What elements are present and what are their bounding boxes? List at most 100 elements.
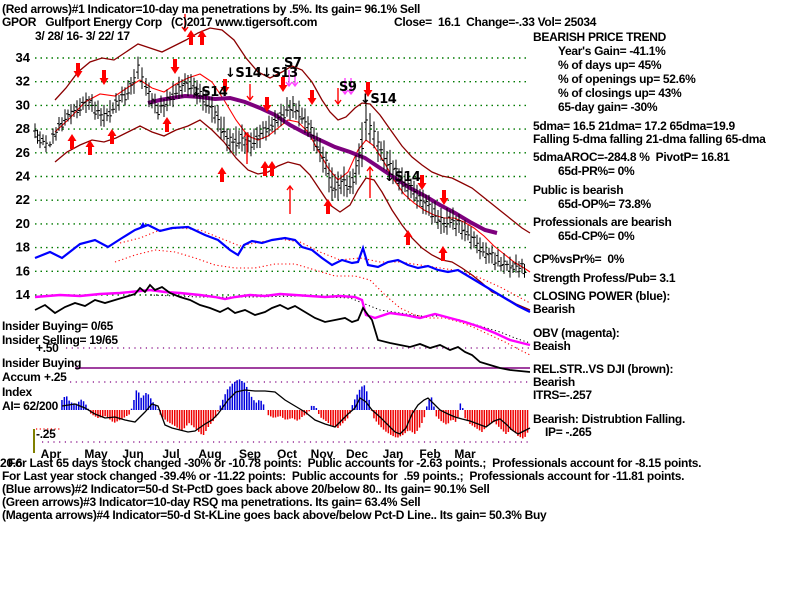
- lower-band: [54, 119, 531, 311]
- signal-annotation: S9: [339, 80, 357, 95]
- price-bars: [33, 56, 527, 278]
- red-up-arrow: [162, 117, 172, 132]
- red-down-arrow: [278, 77, 288, 92]
- obv-ma-dotted: [149, 294, 531, 344]
- rel-str-line: [34, 283, 531, 373]
- itrs-value: ITRS=-.257: [533, 388, 592, 402]
- date-range: 3/ 28/ 16- 3/ 22/ 17: [35, 29, 130, 43]
- obv-title: OBV (magenta):: [533, 326, 620, 340]
- y-tick-label: 34: [16, 50, 31, 65]
- level-plus25: +.25: [44, 370, 67, 384]
- y-tick-label: 14: [16, 287, 31, 302]
- symbol-company-line: GPOR Gulfport Energy Corp (C)2017 www.ti…: [2, 15, 318, 29]
- ip-value: IP= -.265: [545, 425, 592, 439]
- relstr-title: REL.STR..VS DJI (brown):: [533, 362, 674, 376]
- y-tick-label: 26: [16, 145, 30, 160]
- insider-buying-line-label: Insider Buying: [2, 356, 82, 370]
- rs-ma-dotted: [114, 249, 531, 356]
- red-down-arrow: [417, 175, 427, 190]
- cp-vs-pr: CP%vsPr%= 0%: [533, 252, 625, 266]
- obv-state: Beaish: [533, 339, 571, 353]
- red-up-arrow: [260, 161, 270, 176]
- op-65d: 65d-OP%= 73.8%: [558, 197, 651, 211]
- pct-openings-up: % of openings up= 52.6%: [558, 72, 696, 86]
- y-tick-label: 30: [16, 97, 30, 112]
- price-gridlines: [35, 57, 530, 296]
- ai-value: AI= 62/200: [2, 399, 59, 413]
- month-label: Jun: [122, 447, 143, 461]
- red-up-arrow: [438, 246, 448, 261]
- red-up-arrow: [323, 199, 333, 214]
- overlap-number: 20.6: [0, 456, 23, 470]
- indicator4-caption: (Magenta arrows)#4 Indicator=50-d St-KLi…: [2, 508, 547, 522]
- signal-annotation: S7: [284, 56, 302, 71]
- quote-line: Close= 16.1 Change=-.33 Vol= 25034: [394, 15, 597, 29]
- distribution-state: Bearish: Distrubtion Falling.: [533, 412, 685, 426]
- dma-falling: Falling 5-dma falling 21-dma falling 65-…: [533, 132, 766, 146]
- red-up-arrow: [197, 30, 207, 45]
- y-tick-label: 22: [16, 192, 30, 207]
- summary-65day: For Last 65 days stock changed -30% or -…: [8, 456, 702, 470]
- month-label: Feb: [419, 447, 440, 461]
- month-label: May: [84, 447, 108, 461]
- indicator2-caption: (Blue arrows)#2 Indicator=50-d St-PctD g…: [2, 482, 490, 496]
- red-down-arrow: [99, 70, 109, 85]
- y-tick-label: 20: [16, 216, 30, 231]
- month-label: Nov: [311, 447, 334, 461]
- month-label: Dec: [346, 447, 368, 461]
- month-label: Jan: [383, 447, 404, 461]
- month-label: Mar: [454, 447, 476, 461]
- y-tick-label: 32: [16, 74, 30, 89]
- month-label: Jul: [162, 447, 179, 461]
- blue-tick-arrow: [140, 222, 146, 227]
- accum-index-line: [61, 389, 531, 435]
- level-minus25: -.25: [36, 427, 56, 441]
- month-label: Sep: [239, 447, 261, 461]
- month-label: Apr: [41, 447, 62, 461]
- pct-closings-up: % of closings up= 43%: [558, 86, 682, 100]
- red-up-arrow: [67, 134, 77, 149]
- y-tick-label: 24: [16, 169, 31, 184]
- red-down-arrow: [439, 190, 449, 205]
- red-up-arrow: [85, 140, 95, 155]
- level-lines: [36, 347, 530, 443]
- insider-selling-count: Insider Selling= 19/65: [2, 333, 118, 347]
- professionals-bearish: Professionals are bearish: [533, 215, 672, 229]
- closing-power-state: Bearish: [533, 302, 575, 316]
- pr-65d: 65d-PR%= 0%: [558, 164, 635, 178]
- cp-65d: 65d-CP%= 0%: [558, 229, 635, 243]
- closing-power-title: CLOSING POWER (blue):: [533, 289, 671, 303]
- accum-label: Accum: [2, 370, 41, 384]
- indicator1-caption: (Red arrows)#1 Indicator=10-day ma penet…: [2, 2, 421, 16]
- closing-power-line: [34, 223, 531, 313]
- insider-buying-count: Insider Buying= 0/65: [2, 319, 114, 333]
- y-tick-label: 16: [16, 263, 30, 278]
- red-up-arrow: [107, 129, 117, 144]
- relstr-state: Bearish: [533, 375, 575, 389]
- red-down-arrow: [262, 97, 272, 112]
- red-up-arrow: [217, 167, 227, 182]
- red-down-arrow: [73, 63, 83, 78]
- y-axis-labels: 34 32 30 28 26 24 22 20 18 16 14: [16, 50, 31, 302]
- month-label: Aug: [198, 447, 221, 461]
- signal-annotation: ↓S14: [360, 92, 397, 107]
- red-up-arrow: [403, 230, 413, 245]
- accum-histogram: [61, 379, 529, 439]
- red-up-arrow: [186, 30, 196, 45]
- level-plus50: +.50: [36, 341, 59, 355]
- upper-band: [54, 27, 531, 234]
- indicator3-caption: (Green arrows)#3 Indicator=10-day RSQ ma…: [2, 495, 421, 509]
- red-down-arrow: [363, 82, 373, 97]
- red-up-arrow: [267, 161, 277, 176]
- gain-65day: 65-day gain= -30%: [558, 100, 658, 114]
- signal-annotation: ↓S14↓S13: [225, 66, 298, 81]
- x-axis-labels: Apr May Jun Jul Aug Sep Oct Nov Dec Jan Feb Mar: [41, 447, 476, 461]
- summary-year: For Last year stock changed -39.4% or -1…: [2, 469, 685, 483]
- signal-annotation: ↓S14: [384, 170, 421, 185]
- signal-annotation: ↓S14: [191, 85, 228, 100]
- red-down-arrow: [170, 59, 180, 74]
- red-down-arrow: [220, 79, 230, 94]
- years-gain: Year's Gain= -41.1%: [558, 44, 666, 58]
